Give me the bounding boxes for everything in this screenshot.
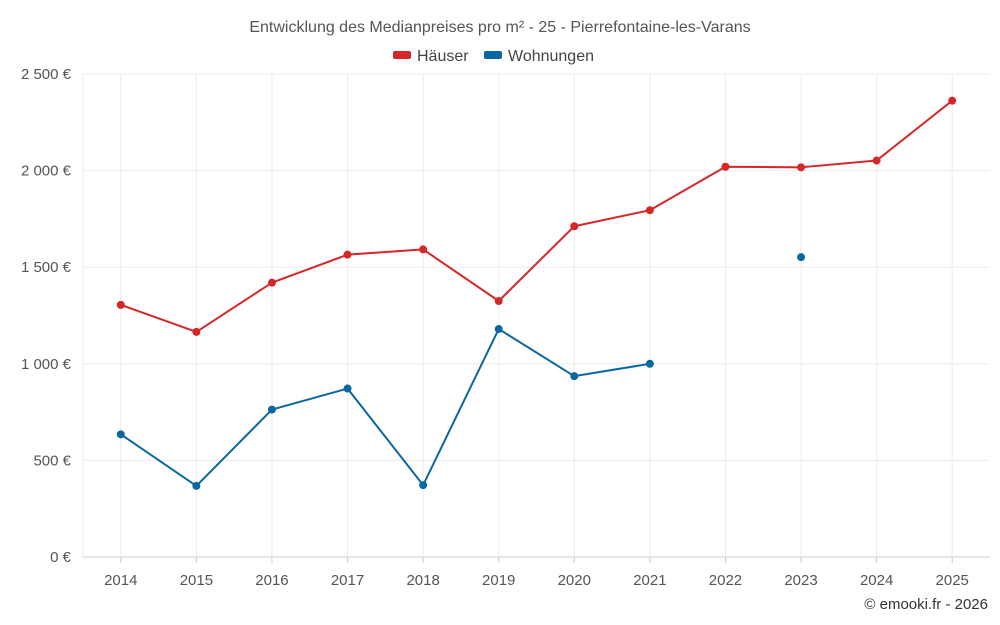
legend-swatch-haeuser[interactable] [393,51,411,59]
x-tick-label: 2016 [255,572,288,589]
data-point[interactable] [192,327,201,336]
x-tick-label: 2022 [709,572,742,589]
x-tick-label: 2020 [558,572,591,589]
legend-label-haeuser[interactable]: Häuser [417,48,469,65]
data-point[interactable] [948,96,957,105]
x-tick-label: 2024 [860,572,893,589]
x-tick-label: 2021 [633,572,666,589]
data-point[interactable] [645,359,654,368]
series-wohnungen [116,253,806,490]
data-point[interactable] [116,430,125,439]
data-point[interactable] [116,300,125,309]
series [116,96,957,490]
legend-swatch-wohnungen[interactable] [484,51,502,59]
data-point[interactable] [645,206,654,215]
data-point[interactable] [872,156,881,165]
x-tick-label: 2017 [331,572,364,589]
data-point[interactable] [797,253,806,262]
data-point[interactable] [343,250,352,259]
x-tick-label: 2014 [104,572,137,589]
data-point[interactable] [192,481,201,490]
series-haeuser [116,96,957,336]
data-point[interactable] [267,278,276,287]
y-tick-label: 0 € [50,549,72,566]
data-point[interactable] [343,384,352,393]
data-point[interactable] [797,163,806,172]
y-axis: 0 € 500 € 1 000 € 1 500 € 2 000 € 2 500 € [21,66,72,566]
x-tick-label: 2019 [482,572,515,589]
data-point[interactable] [419,481,428,490]
series-line [120,99,953,333]
legend-label-wohnungen[interactable]: Wohnungen [508,48,594,65]
y-tick-label: 500 € [33,452,71,469]
data-point[interactable] [721,162,730,171]
data-point[interactable] [494,297,503,306]
x-axis: 2014 2015 2016 2017 2018 2019 2020 2021 2022 2023… [104,557,969,589]
x-tick-label: 2018 [406,572,439,589]
x-tick-label: 2023 [784,572,817,589]
credit-text: © emooki.fr - 2026 [864,596,988,613]
data-point[interactable] [419,245,428,254]
y-tick-label: 2 500 € [21,66,72,83]
chart-title: Entwicklung des Medianpreises pro m² - 2… [249,19,750,36]
series-line [120,328,651,487]
x-tick-label: 2015 [180,572,213,589]
y-tick-label: 2 000 € [21,163,72,180]
data-point[interactable] [267,405,276,414]
data-point[interactable] [570,222,579,231]
x-tick-label: 2025 [936,572,969,589]
data-point[interactable] [570,372,579,381]
data-point[interactable] [494,325,503,334]
y-tick-label: 1 000 € [21,356,72,373]
y-tick-label: 1 500 € [21,259,72,276]
legend[interactable]: Häuser Wohnungen [393,48,594,65]
grid [82,73,990,558]
